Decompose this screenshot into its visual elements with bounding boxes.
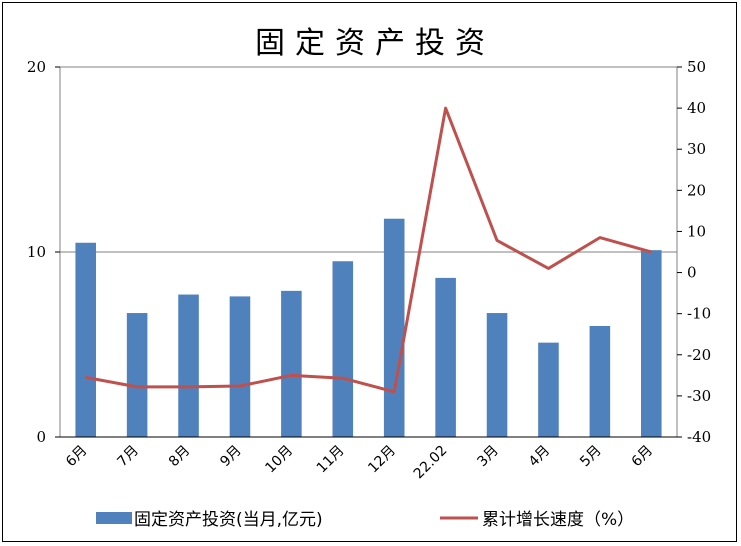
left-tick-label: 20 bbox=[27, 58, 46, 76]
category-label: 6月 bbox=[629, 443, 657, 471]
legend-bar-swatch bbox=[96, 512, 132, 524]
category-label: 12月 bbox=[365, 443, 399, 477]
bar bbox=[126, 313, 148, 437]
category-label: 11月 bbox=[314, 443, 348, 477]
right-tick-label: -40 bbox=[687, 428, 711, 446]
category-label: 6月 bbox=[63, 443, 91, 471]
bar bbox=[383, 218, 405, 437]
category-label: 8月 bbox=[166, 443, 194, 471]
line-series bbox=[85, 106, 652, 394]
bar bbox=[178, 294, 199, 437]
legend-line-label: 累计增长速度（%） bbox=[482, 510, 634, 530]
legend-bar-label: 固定资产投资(当月,亿元) bbox=[134, 510, 323, 530]
left-tick-label: 10 bbox=[27, 243, 46, 261]
right-tick-label: -20 bbox=[687, 346, 711, 364]
category-label: 22.02 bbox=[411, 443, 451, 483]
right-tick-label: 10 bbox=[687, 222, 706, 240]
bar bbox=[641, 250, 662, 437]
category-label: 9月 bbox=[217, 443, 245, 471]
category-label: 5月 bbox=[577, 443, 605, 471]
bar bbox=[435, 277, 456, 437]
chart-title: 固定资产投资 bbox=[255, 26, 495, 61]
left-tick-label: 0 bbox=[36, 428, 46, 446]
category-label: 10月 bbox=[262, 443, 296, 477]
right-tick-label: 20 bbox=[687, 181, 706, 199]
category-label: 7月 bbox=[114, 443, 142, 471]
bar bbox=[75, 242, 96, 437]
bar bbox=[281, 290, 302, 437]
category-label: 4月 bbox=[526, 443, 554, 471]
bar bbox=[229, 296, 251, 437]
bar bbox=[589, 326, 611, 437]
bar bbox=[332, 261, 354, 437]
category-label: 3月 bbox=[474, 443, 502, 471]
right-tick-label: 40 bbox=[687, 99, 706, 117]
right-tick-label: 50 bbox=[687, 58, 706, 76]
legend: 固定资产投资(当月,亿元) 累计增长速度（%） bbox=[96, 510, 634, 530]
right-tick-label: -10 bbox=[687, 305, 711, 323]
bar bbox=[486, 313, 508, 437]
right-tick-label: 0 bbox=[687, 264, 697, 282]
plot-area: 0 10 20 50 40 30 20 10 0 -10 -20 -30 -40 6月 7月 8月 9月 10月 1… bbox=[27, 58, 711, 482]
right-tick-label: -30 bbox=[687, 387, 711, 405]
right-tick-label: 30 bbox=[687, 140, 706, 158]
bar bbox=[538, 342, 559, 437]
